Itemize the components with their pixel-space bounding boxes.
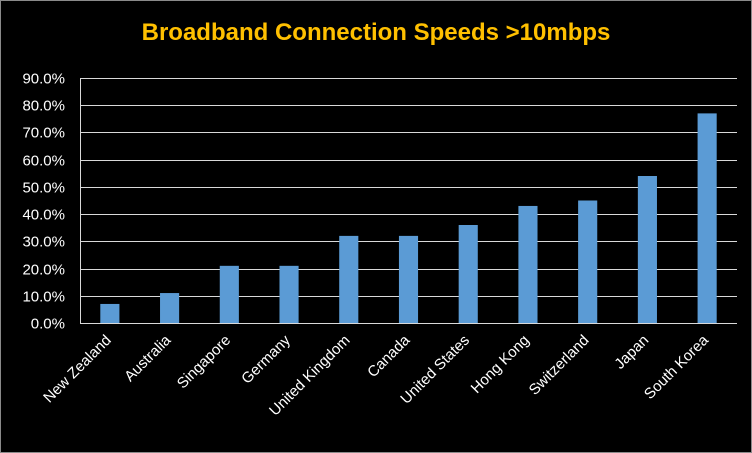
bar — [339, 235, 359, 323]
x-tick-label: Japan — [611, 332, 652, 373]
x-tick-label: Canada — [364, 331, 414, 381]
x-tick-label: South Korea — [641, 331, 712, 402]
bar — [458, 225, 478, 323]
y-tick-label: 70.0% — [22, 125, 65, 142]
y-tick-label: 20.0% — [22, 262, 65, 279]
y-tick-label: 90.0% — [22, 71, 65, 88]
bar — [219, 265, 239, 323]
bar — [578, 200, 598, 323]
x-tick-label: Hong Kong — [468, 332, 533, 397]
y-tick-label: 10.0% — [22, 289, 65, 306]
x-tick-label: New Zealand — [40, 332, 115, 407]
y-tick-label: 80.0% — [22, 98, 65, 115]
y-tick-label: 30.0% — [22, 234, 65, 251]
x-tick-label: Singapore — [174, 332, 234, 392]
y-tick-label: 0.0% — [31, 316, 65, 333]
x-tick-label: Australia — [121, 331, 175, 385]
bar — [100, 303, 120, 323]
bar — [518, 205, 538, 323]
bar — [697, 113, 717, 323]
y-tick-label: 50.0% — [22, 180, 65, 197]
bar — [398, 235, 419, 323]
bar — [279, 265, 299, 323]
bar — [160, 293, 180, 323]
chart-title: Broadband Connection Speeds >10mbps — [141, 19, 611, 46]
y-tick-label: 40.0% — [22, 207, 65, 224]
x-tick-label: Switzerland — [526, 332, 593, 399]
x-tick-label: Germany — [238, 331, 294, 387]
bar — [637, 176, 657, 323]
y-tick-label: 60.0% — [22, 153, 65, 170]
